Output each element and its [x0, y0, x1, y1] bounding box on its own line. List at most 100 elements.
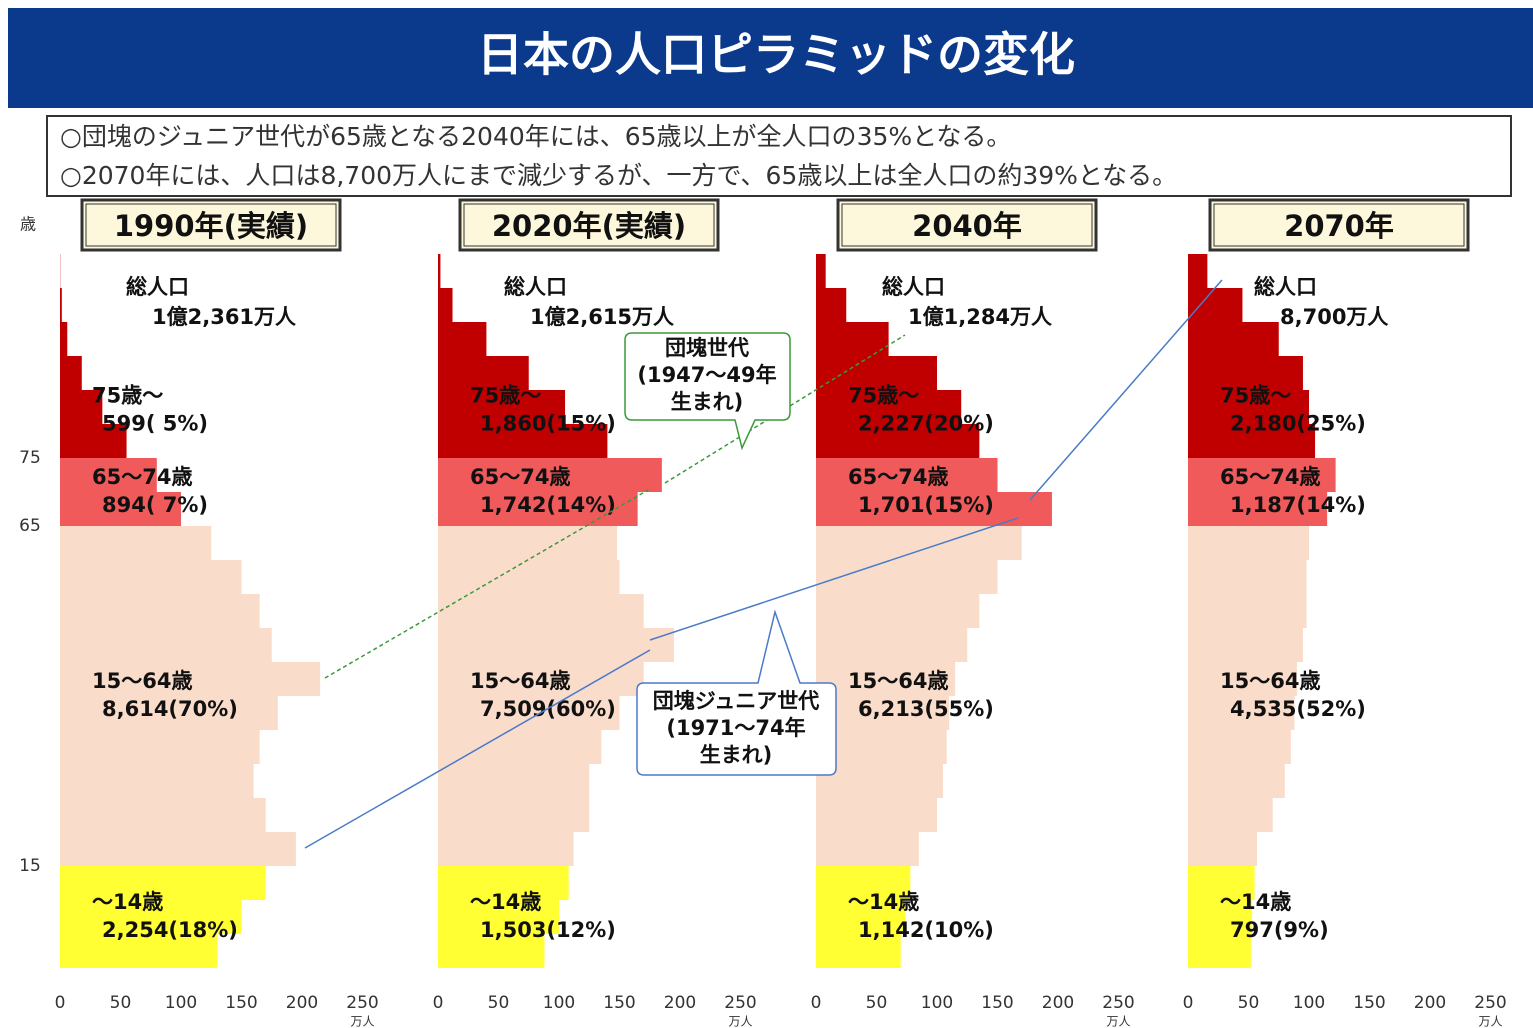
age-bar: [816, 696, 950, 730]
callout-text: 団塊ジュニア世代: [653, 689, 820, 713]
x-tick-label: 200: [1414, 993, 1446, 1013]
x-tick-label: 0: [433, 993, 444, 1013]
age-bar: [438, 288, 453, 322]
age-bar: [1188, 730, 1291, 764]
y-tick-label: 65: [19, 516, 41, 536]
panel-title: 2070年: [1284, 209, 1394, 243]
age-bar: [438, 764, 590, 798]
age-bar: [438, 628, 674, 662]
cohort-arrows: [304, 279, 1223, 849]
panel-title-box: [458, 198, 720, 252]
panel-title-box-inner: [841, 203, 1093, 247]
age-bar: [816, 662, 956, 696]
x-tick-label: 100: [921, 993, 953, 1013]
age-bar: [60, 798, 266, 832]
x-tick-label: 50: [866, 993, 888, 1013]
age-bar: [1188, 832, 1257, 866]
age-bar: [438, 798, 590, 832]
x-tick-label: 250: [1102, 993, 1134, 1013]
age-bar: [1188, 424, 1316, 458]
band-label: 65～74歳: [1220, 465, 1320, 489]
age-bar: [816, 900, 906, 934]
pyramid: ～14歳 2,254(18%) 15～64歳 8,614(70%) 65～74歳 894(…: [19, 198, 379, 1028]
age-bar: [1188, 628, 1303, 662]
age-bar: [438, 356, 529, 390]
age-bar: [1188, 594, 1307, 628]
age-bar: [60, 424, 127, 458]
age-bar: [1188, 254, 1208, 288]
y-axis-label: 歳: [20, 215, 36, 234]
age-bar: [1188, 560, 1307, 594]
age-bar: [816, 356, 937, 390]
notes-box: [46, 115, 1512, 197]
total-value: 1億2,615万人: [530, 305, 674, 329]
x-tick-label: 250: [724, 993, 756, 1013]
age-bar: [438, 322, 487, 356]
x-tick-label: 250: [346, 993, 378, 1013]
x-tick-label: 100: [543, 993, 575, 1013]
age-bar: [816, 594, 980, 628]
age-bar: [60, 764, 254, 798]
band-label: 15～64歳: [92, 669, 192, 693]
age-bar: [816, 526, 1022, 560]
age-bar: [816, 934, 901, 968]
y-tick-label: 75: [19, 448, 41, 468]
age-bar: [60, 934, 218, 968]
age-bar: [816, 458, 998, 492]
age-bar: [60, 288, 62, 322]
age-bar: [1188, 322, 1279, 356]
band-label: ～14歳: [848, 890, 919, 914]
band-value-label: 2,227(20%): [858, 411, 994, 435]
band-value-label: 894( 7%): [102, 493, 208, 517]
band-value-label: 1,142(10%): [858, 918, 994, 942]
age-bar: [1188, 288, 1243, 322]
age-bar: [438, 934, 545, 968]
age-bar: [438, 458, 662, 492]
title-bar: [8, 8, 1533, 108]
age-bar: [60, 696, 278, 730]
plots: ～14歳 2,254(18%) 15～64歳 8,614(70%) 65～74歳 894(…: [19, 198, 1507, 1028]
x-tick-label: 50: [488, 993, 510, 1013]
age-bar: [60, 390, 103, 424]
band-label: 65～74歳: [470, 465, 570, 489]
age-bar: [60, 866, 266, 900]
y-tick-label: 15: [19, 856, 41, 876]
age-bar: [816, 254, 826, 288]
band-value-label: 797(9%): [1230, 918, 1329, 942]
band-label: 15～64歳: [1220, 669, 1320, 693]
panel-title: 2020年(実績): [492, 209, 686, 243]
age-bar: [60, 526, 212, 560]
callout-box: [636, 609, 837, 776]
x-axis-unit: 万人: [350, 1015, 374, 1028]
total-label: 総人口: [1254, 275, 1317, 299]
age-bar: [438, 526, 618, 560]
band-label: 75歳～: [92, 383, 163, 407]
band-label: 65～74歳: [92, 465, 192, 489]
age-bar: [816, 424, 980, 458]
x-tick-label: 150: [225, 993, 257, 1013]
x-tick-label: 0: [811, 993, 822, 1013]
age-bar: [1188, 696, 1295, 730]
band-label: 15～64歳: [470, 669, 570, 693]
band-value-label: 1,187(14%): [1230, 493, 1366, 517]
total-value: 1億2,361万人: [152, 305, 296, 329]
total-label: 総人口: [504, 275, 567, 299]
age-bar: [438, 424, 608, 458]
age-bar: [438, 730, 602, 764]
age-bar: [60, 458, 157, 492]
arrow: [304, 649, 651, 849]
panel-title-box-inner: [463, 203, 715, 247]
age-bar: [438, 662, 644, 696]
age-bar: [438, 390, 566, 424]
band-label: 75歳～: [470, 383, 541, 407]
band-value-label: 2,180(25%): [1230, 411, 1366, 435]
callout-text: (1971～74年: [666, 716, 805, 740]
age-bar: [438, 594, 644, 628]
band-value-label: 1,701(15%): [858, 493, 994, 517]
arrow: [1029, 279, 1223, 501]
band-value-label: 599( 5%): [102, 411, 208, 435]
x-tick-label: 0: [55, 993, 66, 1013]
x-tick-label: 100: [1293, 993, 1325, 1013]
